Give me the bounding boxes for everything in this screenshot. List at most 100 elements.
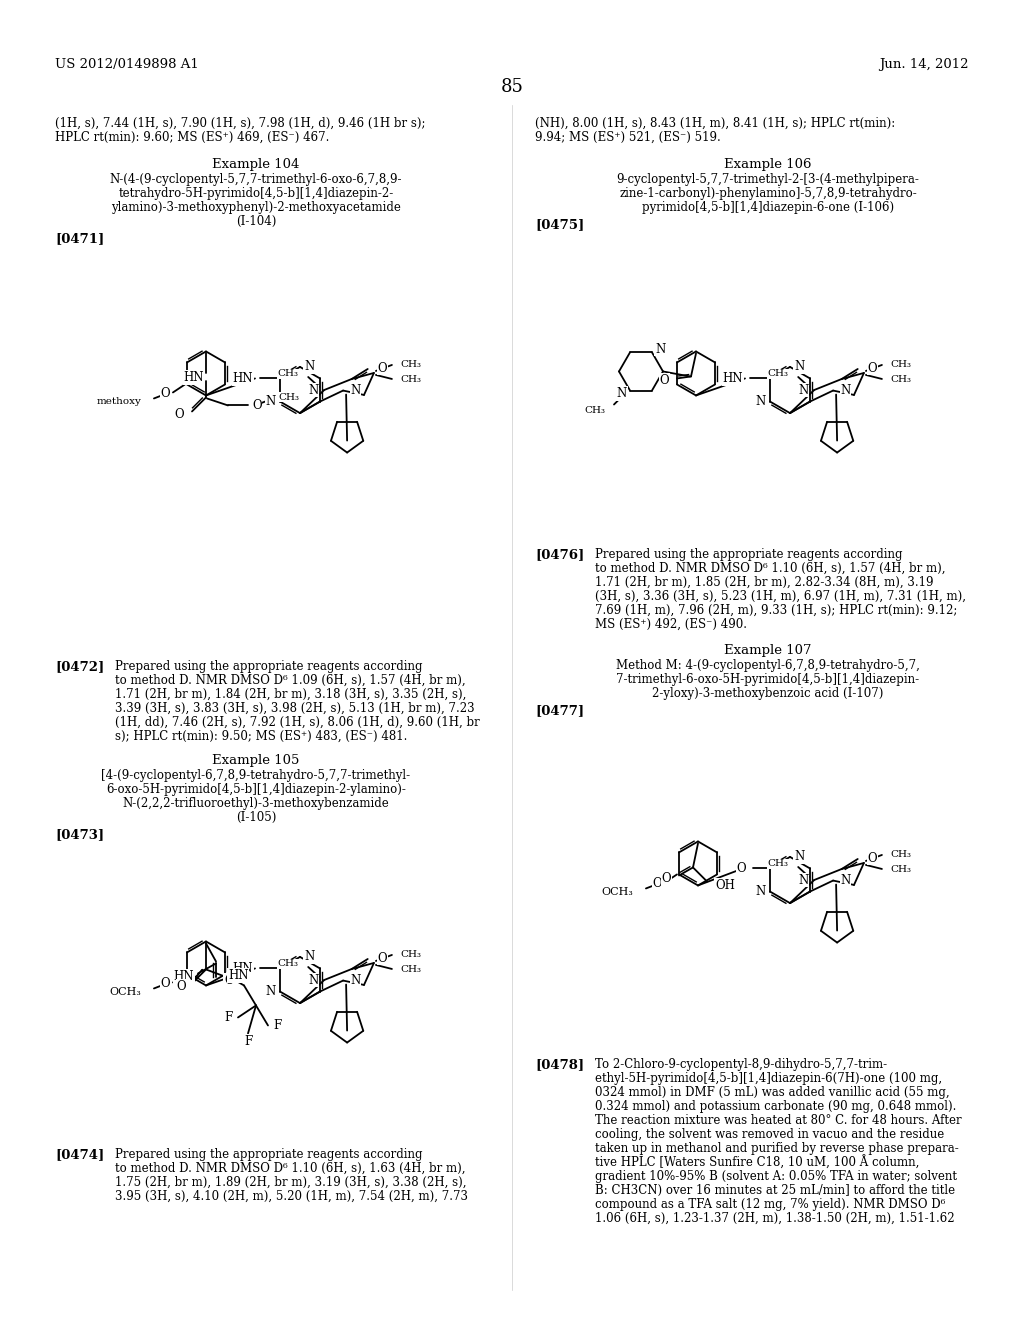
- Text: F: F: [244, 1035, 252, 1048]
- Text: CH₃: CH₃: [767, 859, 788, 869]
- Text: (I-104): (I-104): [236, 215, 276, 228]
- Text: O: O: [161, 977, 170, 990]
- Text: Jun. 14, 2012: Jun. 14, 2012: [880, 58, 969, 71]
- Text: US 2012/0149898 A1: US 2012/0149898 A1: [55, 58, 199, 71]
- Text: 1.75 (2H, br m), 1.89 (2H, br m), 3.19 (3H, s), 3.38 (2H, s),: 1.75 (2H, br m), 1.89 (2H, br m), 3.19 (…: [115, 1176, 467, 1189]
- Text: HN: HN: [228, 969, 249, 982]
- Text: [0477]: [0477]: [535, 704, 584, 717]
- Text: CH₃: CH₃: [584, 407, 605, 414]
- Text: cooling, the solvent was removed in vacuo and the residue: cooling, the solvent was removed in vacu…: [595, 1129, 944, 1140]
- Text: O: O: [659, 374, 669, 387]
- Text: HN: HN: [232, 962, 253, 975]
- Text: 9.94; MS (ES⁺) 521, (ES⁻) 519.: 9.94; MS (ES⁺) 521, (ES⁻) 519.: [535, 131, 721, 144]
- Text: 0324 mmol) in DMF (5 mL) was added vanillic acid (55 mg,: 0324 mmol) in DMF (5 mL) was added vanil…: [595, 1086, 949, 1100]
- Text: N: N: [756, 395, 766, 408]
- Text: HN: HN: [723, 372, 743, 385]
- Text: [4-(9-cyclopentyl-6,7,8,9-tetrahydro-5,7,7-trimethyl-: [4-(9-cyclopentyl-6,7,8,9-tetrahydro-5,7…: [101, 770, 411, 781]
- Text: CH₃: CH₃: [890, 866, 911, 874]
- Text: HN: HN: [173, 970, 194, 983]
- Text: [0478]: [0478]: [535, 1059, 584, 1071]
- Text: CH₃: CH₃: [767, 370, 788, 379]
- Text: OH: OH: [715, 879, 735, 892]
- Text: O: O: [161, 387, 170, 400]
- Text: CH₃: CH₃: [278, 370, 298, 379]
- Text: N: N: [798, 874, 808, 887]
- Text: [0471]: [0471]: [55, 232, 104, 246]
- Text: To 2-Chloro-9-cyclopentyl-8,9-dihydro-5,7,7-trim-: To 2-Chloro-9-cyclopentyl-8,9-dihydro-5,…: [595, 1059, 887, 1071]
- Text: methoxy: methoxy: [97, 397, 142, 407]
- Text: N: N: [840, 874, 850, 887]
- Text: 7-trimethyl-6-oxo-5H-pyrimido[4,5-b][1,4]diazepin-: 7-trimethyl-6-oxo-5H-pyrimido[4,5-b][1,4…: [616, 673, 920, 686]
- Text: CH₃: CH₃: [890, 375, 911, 384]
- Text: N: N: [350, 384, 360, 397]
- Text: B: CH3CN) over 16 minutes at 25 mL/min] to afford the title: B: CH3CN) over 16 minutes at 25 mL/min] …: [595, 1184, 955, 1197]
- Text: Method M: 4-(9-cyclopentyl-6,7,8,9-tetrahydro-5,7,: Method M: 4-(9-cyclopentyl-6,7,8,9-tetra…: [616, 659, 920, 672]
- Text: 3.95 (3H, s), 4.10 (2H, m), 5.20 (1H, m), 7.54 (2H, m), 7.73: 3.95 (3H, s), 4.10 (2H, m), 5.20 (1H, m)…: [115, 1191, 468, 1203]
- Text: N: N: [304, 950, 314, 964]
- Text: Prepared using the appropriate reagents according: Prepared using the appropriate reagents …: [115, 660, 423, 673]
- Text: N: N: [794, 850, 804, 863]
- Text: F: F: [224, 1011, 233, 1024]
- Text: O: O: [867, 362, 878, 375]
- Text: HN: HN: [232, 372, 253, 385]
- Text: O: O: [174, 408, 184, 421]
- Text: compound as a TFA salt (12 mg, 7% yield). NMR DMSO D⁶: compound as a TFA salt (12 mg, 7% yield)…: [595, 1199, 945, 1210]
- Text: 2-yloxy)-3-methoxybenzoic acid (I-107): 2-yloxy)-3-methoxybenzoic acid (I-107): [652, 686, 884, 700]
- Text: O: O: [176, 979, 186, 993]
- Text: N: N: [616, 387, 627, 400]
- Text: O: O: [378, 362, 387, 375]
- Text: OCH₃: OCH₃: [601, 887, 633, 898]
- Text: F: F: [273, 1019, 282, 1032]
- Text: CH₃: CH₃: [278, 960, 298, 969]
- Text: to method D. NMR DMSO D⁶ 1.10 (6H, s), 1.63 (4H, br m),: to method D. NMR DMSO D⁶ 1.10 (6H, s), 1…: [115, 1162, 466, 1175]
- Text: (3H, s), 3.36 (3H, s), 5.23 (1H, m), 6.97 (1H, m), 7.31 (1H, m),: (3H, s), 3.36 (3H, s), 5.23 (1H, m), 6.9…: [595, 590, 966, 603]
- Text: HN: HN: [183, 371, 204, 384]
- Text: tetrahydro-5H-pyrimido[4,5-b][1,4]diazepin-2-: tetrahydro-5H-pyrimido[4,5-b][1,4]diazep…: [119, 187, 393, 201]
- Text: O: O: [378, 952, 387, 965]
- Text: 6-oxo-5H-pyrimido[4,5-b][1,4]diazepin-2-ylamino)-: 6-oxo-5H-pyrimido[4,5-b][1,4]diazepin-2-…: [106, 783, 406, 796]
- Text: (NH), 8.00 (1H, s), 8.43 (1H, m), 8.41 (1H, s); HPLC rt(min):: (NH), 8.00 (1H, s), 8.43 (1H, m), 8.41 (…: [535, 117, 895, 129]
- Text: zine-1-carbonyl)-phenylamino]-5,7,8,9-tetrahydro-: zine-1-carbonyl)-phenylamino]-5,7,8,9-te…: [620, 187, 916, 201]
- Text: N: N: [756, 884, 766, 898]
- Text: CH₃: CH₃: [400, 965, 421, 974]
- Text: ylamino)-3-methoxyphenyl)-2-methoxyacetamide: ylamino)-3-methoxyphenyl)-2-methoxyaceta…: [111, 201, 401, 214]
- Text: N: N: [304, 360, 314, 374]
- Text: O: O: [252, 399, 261, 412]
- Text: (I-105): (I-105): [236, 810, 276, 824]
- Text: Example 105: Example 105: [212, 754, 300, 767]
- Text: 9-cyclopentyl-5,7,7-trimethyl-2-[3-(4-methylpipera-: 9-cyclopentyl-5,7,7-trimethyl-2-[3-(4-me…: [616, 173, 920, 186]
- Text: Prepared using the appropriate reagents according: Prepared using the appropriate reagents …: [115, 1148, 423, 1162]
- Text: 1.71 (2H, br m), 1.84 (2H, br m), 3.18 (3H, s), 3.35 (2H, s),: 1.71 (2H, br m), 1.84 (2H, br m), 3.18 (…: [115, 688, 466, 701]
- Text: s); HPLC rt(min): 9.50; MS (ES⁺) 483, (ES⁻) 481.: s); HPLC rt(min): 9.50; MS (ES⁺) 483, (E…: [115, 730, 408, 743]
- Text: 1.71 (2H, br m), 1.85 (2H, br m), 2.82-3.34 (8H, m), 3.19: 1.71 (2H, br m), 1.85 (2H, br m), 2.82-3…: [595, 576, 934, 589]
- Text: N: N: [308, 974, 318, 986]
- Text: [0476]: [0476]: [535, 548, 585, 561]
- Text: to method D. NMR DMSO D⁶ 1.09 (6H, s), 1.57 (4H, br m),: to method D. NMR DMSO D⁶ 1.09 (6H, s), 1…: [115, 675, 466, 686]
- Text: [0474]: [0474]: [55, 1148, 104, 1162]
- Text: [0472]: [0472]: [55, 660, 104, 673]
- Text: MS (ES⁺) 492, (ES⁻) 490.: MS (ES⁺) 492, (ES⁻) 490.: [595, 618, 746, 631]
- Text: N: N: [350, 974, 360, 987]
- Text: gradient 10%-95% B (solvent A: 0.05% TFA in water; solvent: gradient 10%-95% B (solvent A: 0.05% TFA…: [595, 1170, 957, 1183]
- Text: [0473]: [0473]: [55, 828, 104, 841]
- Text: CH₃: CH₃: [400, 950, 421, 960]
- Text: N: N: [266, 395, 276, 408]
- Text: (1H, dd), 7.46 (2H, s), 7.92 (1H, s), 8.06 (1H, d), 9.60 (1H, br: (1H, dd), 7.46 (2H, s), 7.92 (1H, s), 8.…: [115, 715, 480, 729]
- Text: OCH₃: OCH₃: [103, 397, 135, 408]
- Text: 7.69 (1H, m), 7.96 (2H, m), 9.33 (1H, s); HPLC rt(min): 9.12;: 7.69 (1H, m), 7.96 (2H, m), 9.33 (1H, s)…: [595, 605, 957, 616]
- Text: pyrimido[4,5-b][1,4]diazepin-6-one (I-106): pyrimido[4,5-b][1,4]diazepin-6-one (I-10…: [642, 201, 894, 214]
- Text: [0475]: [0475]: [535, 218, 585, 231]
- Text: N-(2,2,2-trifluoroethyl)-3-methoxybenzamide: N-(2,2,2-trifluoroethyl)-3-methoxybenzam…: [123, 797, 389, 810]
- Text: N: N: [798, 384, 808, 396]
- Text: 0.324 mmol) and potassium carbonate (90 mg, 0.648 mmol).: 0.324 mmol) and potassium carbonate (90 …: [595, 1100, 956, 1113]
- Text: N: N: [840, 384, 850, 397]
- Text: CH₃: CH₃: [890, 360, 911, 370]
- Text: Prepared using the appropriate reagents according: Prepared using the appropriate reagents …: [595, 548, 902, 561]
- Text: CH₃: CH₃: [278, 393, 299, 403]
- Text: OCH₃: OCH₃: [110, 987, 141, 998]
- Text: O: O: [736, 862, 746, 875]
- Text: CH₃: CH₃: [400, 375, 421, 384]
- Text: O: O: [652, 876, 662, 890]
- Text: N: N: [794, 360, 804, 374]
- Text: O: O: [224, 974, 233, 987]
